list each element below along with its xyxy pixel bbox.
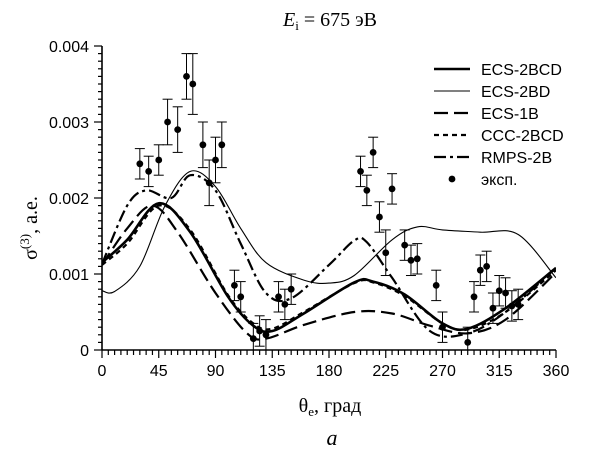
legend-label: эксп.: [481, 172, 517, 189]
y-tick-label: 0.004: [49, 39, 89, 56]
data-point: [476, 266, 484, 274]
data-point: [281, 301, 289, 308]
data-point: [164, 118, 171, 126]
series-line-rmps-2b: [102, 173, 556, 338]
legend-label: ECS-1B: [481, 106, 539, 123]
data-point: [249, 335, 257, 342]
data-point: [174, 126, 182, 133]
legend-label: ECS-2BD: [481, 84, 550, 101]
data-point: [464, 339, 472, 346]
legend-marker: [448, 175, 456, 183]
series-line-ecs-2bd: [102, 170, 556, 294]
data-point: [508, 302, 516, 310]
data-point: [189, 80, 197, 88]
legend: ECS-2BCD ECS-2BD ECS-1B CCC-2BCD RMPS-2B эксп…: [434, 62, 564, 189]
data-point: [470, 293, 478, 301]
legend-label: CCC-2BCD: [481, 128, 564, 145]
data-point: [407, 256, 415, 264]
data-point: [275, 293, 282, 301]
legend-label: RMPS-2B: [481, 150, 552, 167]
x-tick-label: 315: [486, 363, 513, 380]
y-tick-label: 0.001: [49, 267, 89, 284]
data-point: [495, 287, 503, 295]
x-tick-label: 135: [259, 363, 286, 380]
plot-area: [101, 46, 556, 351]
legend-label: ECS-2BCD: [481, 62, 562, 79]
data-point: [205, 179, 213, 187]
data-point: [502, 289, 509, 297]
data-point: [262, 331, 270, 339]
data-point: [439, 323, 446, 331]
x-tick-label: 90: [207, 363, 225, 380]
data-point: [432, 282, 440, 289]
x-tick-label: 270: [429, 363, 456, 380]
data-point: [183, 73, 190, 80]
data-point: [388, 185, 396, 193]
data-point: [489, 304, 497, 312]
data-point: [363, 187, 371, 194]
data-point: [413, 255, 421, 263]
data-point: [145, 168, 153, 175]
x-tick-label: 180: [316, 363, 343, 380]
data-point: [514, 301, 522, 308]
x-tick-label: 0: [98, 363, 107, 380]
y-tick-label: 0.003: [49, 115, 89, 132]
data-point: [231, 282, 238, 289]
y-axis-label: σ(3), a.e.: [17, 196, 42, 260]
series-line-ccc-2bcd: [102, 204, 556, 332]
data-point: [136, 160, 144, 168]
data-point: [376, 213, 383, 221]
data-point: [401, 241, 409, 249]
x-tick-label: 225: [372, 363, 399, 380]
y-tick-label: 0: [80, 343, 89, 360]
data-point: [483, 263, 491, 270]
data-point: [218, 141, 226, 149]
data-point: [382, 249, 390, 257]
data-point: [287, 285, 295, 293]
data-point: [256, 327, 264, 335]
x-tick-label: 45: [150, 363, 168, 380]
data-point: [199, 141, 207, 149]
chart-title: Ei = 675 эВ: [282, 9, 377, 33]
data-point: [369, 149, 377, 156]
x-axis-label: θe, град: [299, 395, 362, 419]
figure-caption: a: [327, 425, 338, 450]
y-tick-label: 0.002: [49, 191, 89, 208]
data-point: [237, 293, 245, 301]
x-tick-label: 360: [543, 363, 570, 380]
data-point: [212, 156, 219, 164]
axis-ticks: 0 45 90 135 180 225 270 315 360 0 0.001 0.002 0.003 0…: [49, 39, 569, 380]
data-point: [155, 156, 163, 164]
data-point: [357, 168, 364, 175]
